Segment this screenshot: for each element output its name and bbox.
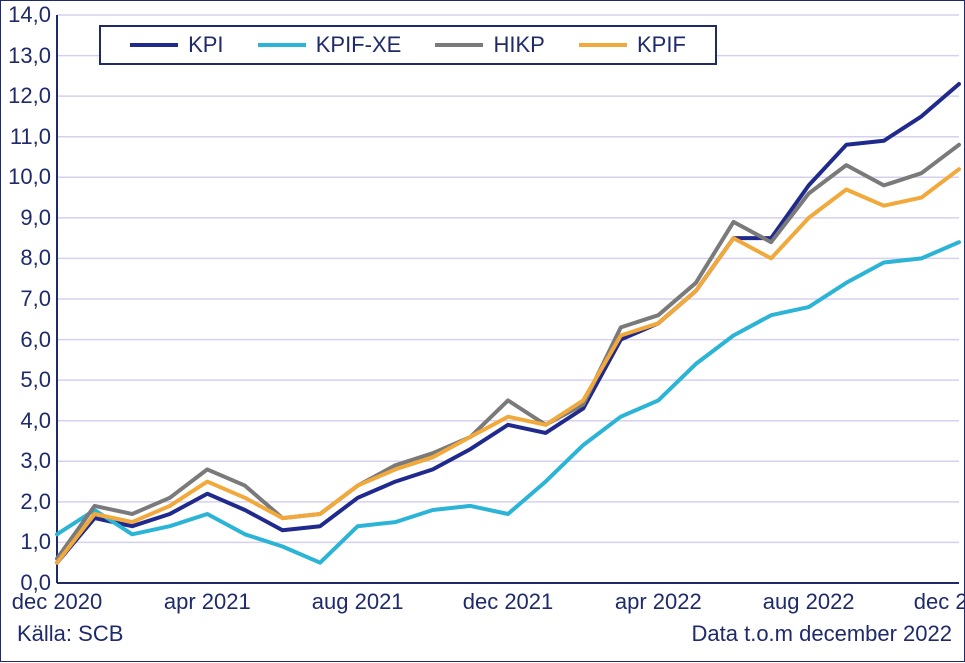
legend-label: KPIF-XE: [316, 32, 402, 58]
legend-item-hikp: HIKP: [435, 32, 544, 58]
legend-swatch: [435, 43, 483, 47]
y-tick-label: 13,0: [5, 43, 51, 69]
x-tick-label: dec 2021: [463, 589, 554, 615]
legend-label: HIKP: [493, 32, 544, 58]
legend-item-kpi: KPI: [130, 32, 223, 58]
x-tick-label: apr 2022: [615, 589, 702, 615]
y-tick-label: 10,0: [5, 164, 51, 190]
y-tick-label: 2,0: [5, 489, 51, 515]
chart-container: 0,01,02,03,04,05,06,07,08,09,010,011,012…: [0, 0, 965, 662]
y-tick-label: 14,0: [5, 2, 51, 28]
legend-swatch: [258, 43, 306, 47]
source-label: Källa: SCB: [17, 621, 123, 647]
x-tick-label: apr 2021: [164, 589, 251, 615]
y-tick-label: 5,0: [5, 367, 51, 393]
legend-label: KPIF: [637, 32, 686, 58]
y-tick-label: 6,0: [5, 327, 51, 353]
legend-swatch: [130, 43, 178, 47]
y-tick-label: 11,0: [5, 124, 51, 150]
y-tick-label: 3,0: [5, 448, 51, 474]
data-range-label: Data t.o.m december 2022: [692, 621, 952, 647]
y-tick-label: 4,0: [5, 408, 51, 434]
x-tick-label: aug 2022: [763, 589, 855, 615]
y-tick-label: 9,0: [5, 205, 51, 231]
x-tick-label: aug 2021: [312, 589, 404, 615]
legend-item-kpif-xe: KPIF-XE: [258, 32, 402, 58]
legend-item-kpif: KPIF: [579, 32, 686, 58]
y-tick-label: 7,0: [5, 286, 51, 312]
x-tick-label: dec 2020: [12, 589, 103, 615]
legend-swatch: [579, 43, 627, 47]
chart-svg: [1, 1, 965, 663]
y-tick-label: 1,0: [5, 529, 51, 555]
legend: KPI KPIF-XE HIKP KPIF: [99, 25, 717, 65]
y-tick-label: 8,0: [5, 245, 51, 271]
y-tick-label: 12,0: [5, 83, 51, 109]
legend-label: KPI: [188, 32, 223, 58]
x-tick-label: dec 2022: [914, 589, 965, 615]
